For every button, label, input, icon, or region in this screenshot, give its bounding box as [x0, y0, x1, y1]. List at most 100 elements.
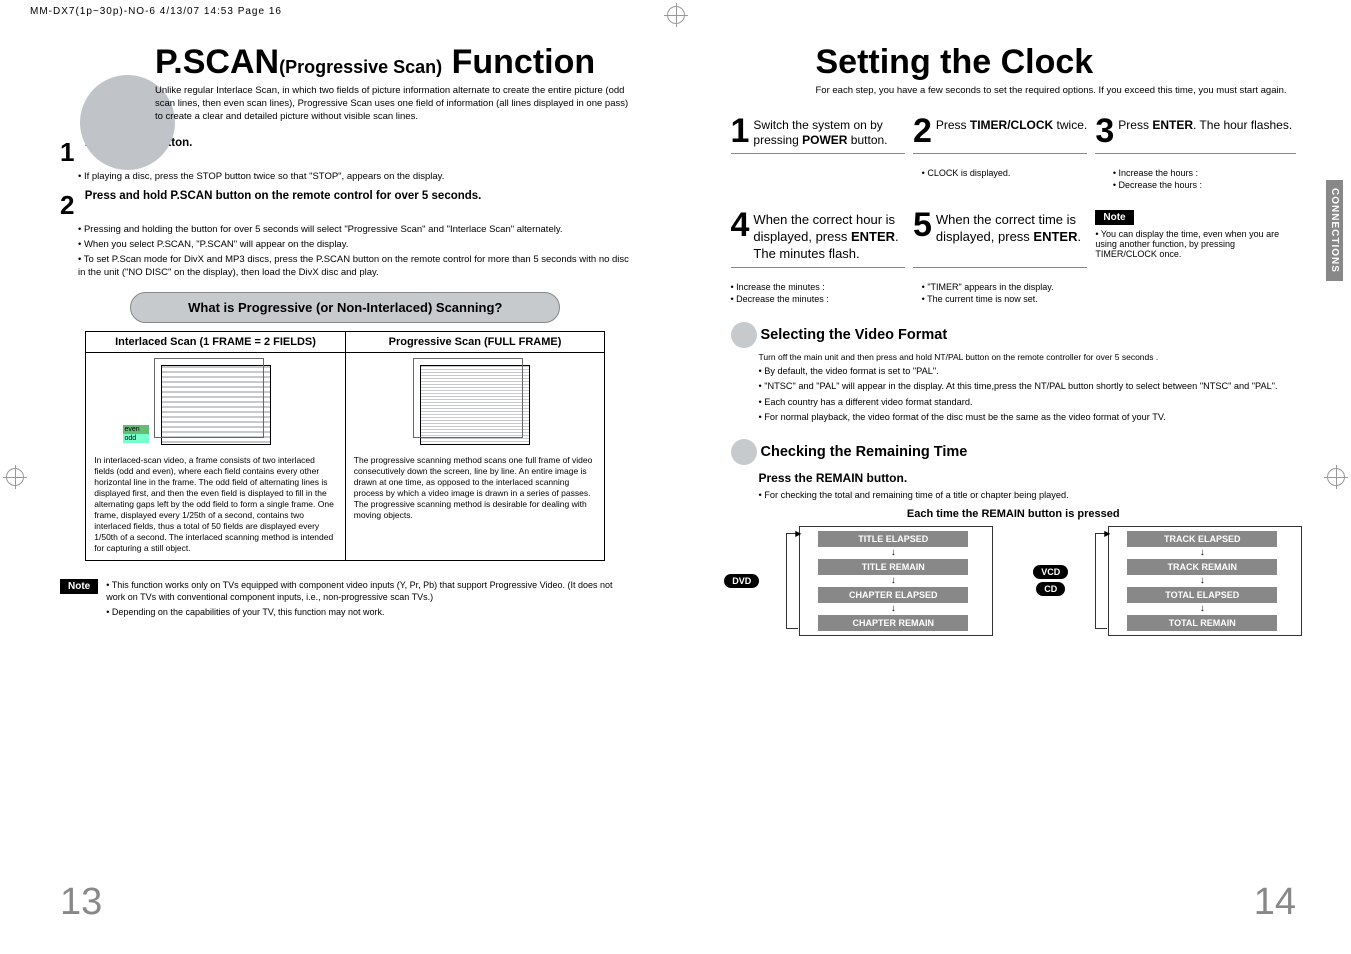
bullet: Pressing and holding the button for over…: [78, 224, 631, 237]
remain-bullet: For checking the total and remaining tim…: [759, 489, 1297, 501]
seq-item: TRACK REMAIN: [1127, 559, 1277, 575]
clock-step-1: 1 Switch the system on by pressing POWER…: [731, 116, 905, 154]
bullet: By default, the video format is set to "…: [759, 365, 1297, 377]
video-format-lead: Turn off the main unit and then press an…: [759, 352, 1297, 362]
seq-item: TOTAL ELAPSED: [1127, 587, 1277, 603]
vcd-cd-pills: VCD CD: [1033, 565, 1068, 596]
bullet: For normal playback, the video format of…: [759, 411, 1297, 423]
step-number: 1: [731, 116, 750, 147]
remain-diagram: DVD TITLE ELAPSED ↓ TITLE REMAIN ↓ CHAPT…: [731, 526, 1297, 636]
file-header: MM-DX7(1p~30p)-NO-6 4/13/07 14:53 Page 1…: [30, 6, 282, 17]
step-text: When the correct hour is displayed, pres…: [753, 210, 905, 263]
seq-item: TRACK ELAPSED: [1127, 531, 1277, 547]
table-cell: The progressive scanning method scans on…: [345, 352, 605, 560]
step-heading: Press and hold P.SCAN button on the remo…: [85, 190, 482, 202]
page-left: P.SCAN(Progressive Scan) Function Unlike…: [0, 35, 676, 954]
down-arrow-icon: ↓: [891, 549, 896, 557]
section-bullet-icon: [731, 322, 757, 348]
page-spread: P.SCAN(Progressive Scan) Function Unlike…: [0, 0, 1351, 954]
table-col-header: Interlaced Scan (1 FRAME = 2 FIELDS): [86, 331, 346, 352]
cd-sequence: TRACK ELAPSED ↓ TRACK REMAIN ↓ TOTAL ELA…: [1108, 526, 1302, 636]
loop-arrow-icon: [786, 533, 798, 629]
bullet: "NTSC" and "PAL" will appear in the disp…: [759, 380, 1297, 392]
clock-step-4: 4 When the correct hour is displayed, pr…: [731, 210, 905, 268]
video-format-bullets: By default, the video format is set to "…: [759, 365, 1297, 424]
remain-each-press: Each time the REMAIN button is pressed: [731, 508, 1297, 520]
dvd-pill: DVD: [724, 574, 759, 588]
remain-subhead: Press the REMAIN button.: [759, 471, 1297, 485]
clock-note-text: You can display the time, even when you …: [1095, 229, 1296, 259]
step-number: 2: [60, 190, 82, 221]
step-number: 2: [913, 116, 932, 147]
down-arrow-icon: ↓: [1200, 577, 1205, 585]
callout-heading: What is Progressive (or Non-Interlaced) …: [130, 292, 560, 323]
progressive-desc: The progressive scanning method scans on…: [354, 455, 597, 521]
clock-step-3: 3 Press ENTER. The hour flashes.: [1095, 116, 1296, 154]
step3-notes: Increase the hours : Decrease the hours …: [1113, 168, 1296, 190]
section-remaining-time: Checking the Remaining Time: [731, 439, 1297, 465]
left-title: P.SCAN(Progressive Scan) Function: [155, 45, 631, 79]
title-strong: P.SCAN: [155, 43, 279, 81]
bullet: Depending on the capabilities of your TV…: [106, 606, 630, 618]
right-title: Setting the Clock: [816, 45, 1297, 79]
step-2: 2 Press and hold P.SCAN button on the re…: [60, 190, 631, 279]
clock-step-2: 2 Press TIMER/CLOCK twice.: [913, 116, 1087, 154]
clock-steps-row-1: 1 Switch the system on by pressing POWER…: [731, 116, 1297, 154]
seq-item: TITLE REMAIN: [818, 559, 968, 575]
table-col-header: Progressive Scan (FULL FRAME): [345, 331, 605, 352]
title-tail: Function: [442, 43, 595, 81]
bullet: To set P.Scan mode for DivX and MP3 disc…: [78, 254, 631, 280]
page-right: Setting the Clock For each step, you hav…: [676, 35, 1351, 954]
dvd-sequence: TITLE ELAPSED ↓ TITLE REMAIN ↓ CHAPTER E…: [799, 526, 993, 636]
down-arrow-icon: ↓: [891, 605, 896, 613]
video-format-body: Turn off the main unit and then press an…: [759, 352, 1297, 424]
interlaced-diagram-icon: [161, 365, 271, 445]
step-text: Press TIMER/CLOCK twice.: [936, 116, 1087, 134]
bullet: Increase the hours :: [1113, 168, 1296, 178]
step-text: When the correct time is displayed, pres…: [936, 210, 1088, 246]
down-arrow-icon: ↓: [1200, 605, 1205, 613]
bullet: CLOCK is displayed.: [922, 168, 1105, 178]
step-number: 1: [60, 137, 82, 168]
note-bullets: This function works only on TVs equipped…: [106, 579, 630, 621]
right-intro: For each step, you have a few seconds to…: [816, 85, 1296, 98]
bullet: Decrease the hours :: [1113, 180, 1296, 190]
title-sub: (Progressive Scan): [279, 57, 442, 77]
step5-notes: "TIMER" appears in the display. The curr…: [922, 282, 1105, 304]
step-2-bullets: Pressing and holding the button for over…: [78, 224, 631, 279]
empty-cell: [1113, 278, 1296, 306]
note-block: Note This function works only on TVs equ…: [60, 579, 631, 621]
under-row-1: CLOCK is displayed. Increase the hours :…: [731, 164, 1297, 192]
step-number: 3: [1095, 116, 1114, 147]
section-title: Selecting the Video Format: [761, 327, 948, 343]
even-label: even: [123, 425, 149, 434]
step-number: 4: [731, 210, 750, 241]
even-odd-legend: even odd: [123, 425, 149, 443]
section-bullet-icon: [731, 439, 757, 465]
bullet: "TIMER" appears in the display.: [922, 282, 1105, 292]
left-intro: Unlike regular Interlace Scan, in which …: [155, 85, 631, 123]
odd-label: odd: [123, 434, 149, 443]
registration-mark-top: [667, 6, 685, 24]
bullet: Increase the minutes :: [731, 282, 914, 292]
bullet: Each country has a different video forma…: [759, 396, 1297, 408]
seq-item: TITLE ELAPSED: [818, 531, 968, 547]
clock-step-5: 5 When the correct time is displayed, pr…: [913, 210, 1087, 268]
section-video-format: Selecting the Video Format: [731, 322, 1297, 348]
seq-item: CHAPTER ELAPSED: [818, 587, 968, 603]
step-text: Switch the system on by pressing POWER b…: [753, 116, 905, 149]
note-badge: Note: [60, 579, 98, 594]
seq-item: TOTAL REMAIN: [1127, 615, 1277, 631]
interlaced-desc: In interlaced-scan video, a frame consis…: [94, 455, 337, 554]
loop-arrow-icon: [1095, 533, 1107, 629]
progressive-diagram-icon: [420, 365, 530, 445]
bullet: You can display the time, even when you …: [1095, 229, 1296, 259]
under-row-2: Increase the minutes : Decrease the minu…: [731, 278, 1297, 306]
section-title: Checking the Remaining Time: [761, 444, 968, 460]
vcd-pill: VCD: [1033, 565, 1068, 579]
bullet: The current time is now set.: [922, 294, 1105, 304]
bullet: For checking the total and remaining tim…: [759, 489, 1297, 501]
page-number-left: 13: [60, 881, 102, 924]
step-text: Press ENTER. The hour flashes.: [1118, 116, 1292, 134]
step-1-bullets: If playing a disc, press the STOP button…: [78, 171, 631, 184]
